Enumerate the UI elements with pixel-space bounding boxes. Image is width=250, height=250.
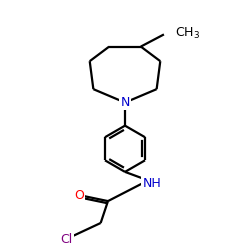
Text: O: O (74, 188, 84, 202)
Text: Cl: Cl (60, 233, 73, 246)
Text: NH: NH (142, 177, 161, 190)
Text: N: N (120, 96, 130, 109)
Text: CH$_3$: CH$_3$ (175, 26, 200, 41)
